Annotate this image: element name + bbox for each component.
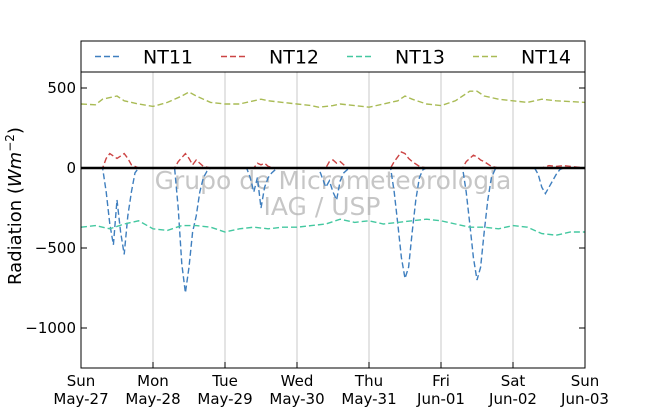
series-line-nt11 xyxy=(81,167,585,293)
legend-label-nt11: NT11 xyxy=(143,47,193,69)
x-tick-label-date: May-29 xyxy=(197,390,252,408)
series-line-nt14 xyxy=(80,90,586,108)
x-tick-label-date: Jun-03 xyxy=(560,390,609,408)
x-tick-label-day: Thu xyxy=(354,372,383,390)
x-tick-label-date: May-30 xyxy=(269,390,324,408)
x-tick-label-day: Fri xyxy=(432,372,450,390)
y-axis-label: Radiation (Wm−2) xyxy=(3,127,26,285)
legend-label-nt14: NT14 xyxy=(521,47,571,69)
x-tick-label-date: Jun-02 xyxy=(488,390,537,408)
x-axis: SunMay-27MonMay-28TueMay-29WedMay-30ThuM… xyxy=(53,362,609,408)
watermark-line-1: Grupo de Micrometeorologia xyxy=(155,166,512,195)
x-tick-label-day: Mon xyxy=(137,372,169,390)
x-tick-label-date: May-28 xyxy=(125,390,180,408)
x-tick-label-day: Sun xyxy=(67,372,96,390)
y-tick-label: −1000 xyxy=(25,319,76,337)
x-tick-label-day: Sat xyxy=(501,372,526,390)
legend-label-nt13: NT13 xyxy=(395,47,445,69)
x-tick-label-date: May-31 xyxy=(341,390,396,408)
watermark-line-2: IAG / USP xyxy=(264,192,381,221)
y-tick-label: 0 xyxy=(66,159,76,177)
y-tick-label: −500 xyxy=(35,239,76,257)
y-axis: 500 0 −500 −1000 xyxy=(25,79,585,337)
watermark: Grupo de Micrometeorologia IAG / USP xyxy=(155,166,512,221)
grid-lines xyxy=(152,72,514,368)
x-tick-label-date: May-27 xyxy=(53,390,108,408)
legend-label-nt12: NT12 xyxy=(269,47,319,69)
x-tick-label-day: Wed xyxy=(281,372,314,390)
legend-box xyxy=(80,40,586,73)
legend: NT11 NT12 NT13 NT14 xyxy=(80,40,586,73)
x-tick-label-date: Jun-01 xyxy=(416,390,465,408)
series-line-nt13 xyxy=(80,218,585,236)
y-tick-label: 500 xyxy=(47,79,76,97)
x-tick-label-day: Sun xyxy=(571,372,600,390)
x-tick-label-day: Tue xyxy=(211,372,238,390)
